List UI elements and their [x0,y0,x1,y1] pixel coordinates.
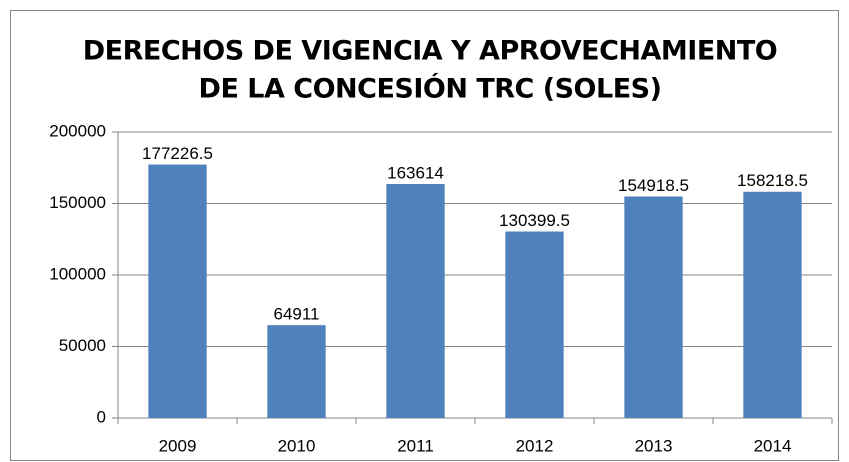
chart-title: DERECHOS DE VIGENCIA Y APROVECHAMIENTO [83,36,777,67]
data-label: 163614 [387,164,444,183]
bar [148,164,207,418]
chart-title: DE LA CONCESIÓN TRC (SOLES) [199,73,662,105]
bar [505,231,564,418]
x-tick-label: 2014 [754,436,792,455]
data-label: 64911 [273,305,319,324]
data-label: 158218.5 [737,171,808,190]
bar [624,196,683,418]
y-tick-label: 50000 [59,336,106,355]
x-tick-label: 2010 [278,436,316,455]
y-tick-label: 0 [97,407,106,426]
bar [267,325,326,418]
bar [386,184,445,418]
data-label: 177226.5 [142,144,213,163]
y-tick-label: 100000 [49,264,106,283]
x-tick-label: 2012 [516,436,554,455]
bar [743,191,802,418]
y-tick-label: 150000 [49,193,106,212]
x-tick-label: 2009 [159,436,197,455]
data-label: 154918.5 [618,176,689,195]
y-tick-label: 200000 [49,121,106,140]
data-label: 130399.5 [499,211,570,230]
x-tick-label: 2013 [635,436,673,455]
x-tick-label: 2011 [397,436,434,455]
